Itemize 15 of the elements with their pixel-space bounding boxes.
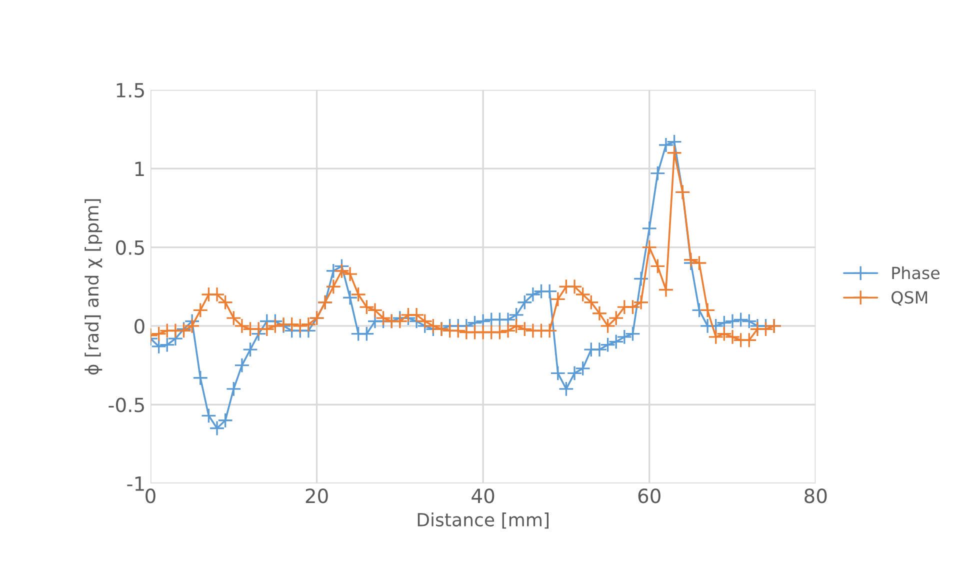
legend-label: Phase: [892, 266, 940, 280]
y-tick-label: 0: [134, 318, 144, 334]
x-tick-label: 0: [146, 488, 156, 504]
x-axis-title: Distance [mm]: [418, 512, 548, 529]
x-tick-label: 60: [638, 488, 660, 504]
y-tick-label: -1: [127, 476, 144, 491]
y-tick-label: -0.5: [108, 398, 144, 412]
y-tick-label: 1.5: [116, 83, 144, 98]
y-tick-label: 0.5: [116, 240, 144, 255]
x-tick-label: 80: [804, 488, 827, 504]
x-tick-label: 40: [472, 488, 494, 504]
x-tick-label: 20: [306, 488, 328, 504]
y-axis-title: ϕ [rad] and χ [ppm]: [84, 199, 102, 375]
y-tick-label: 1: [135, 162, 144, 176]
legend-label: QSM: [892, 291, 928, 306]
